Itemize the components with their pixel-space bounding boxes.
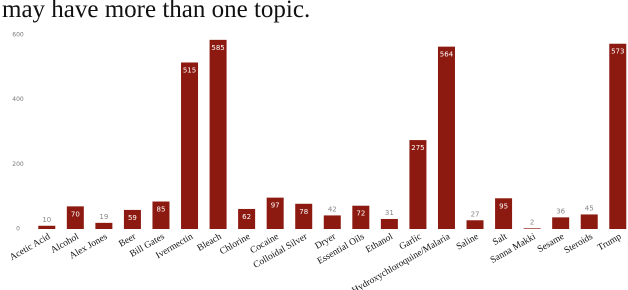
value-label: 78 bbox=[299, 208, 308, 216]
value-label: 62 bbox=[242, 213, 251, 221]
bar bbox=[409, 140, 427, 229]
x-tick-label: Saline bbox=[455, 232, 481, 253]
bar bbox=[66, 206, 84, 229]
bar bbox=[266, 197, 284, 229]
value-label: 573 bbox=[611, 48, 624, 56]
value-label: 97 bbox=[271, 202, 280, 210]
bar bbox=[580, 214, 598, 229]
y-tick-label: 600 bbox=[12, 32, 24, 39]
value-label: 10 bbox=[42, 216, 51, 224]
x-tick-label: Trump bbox=[596, 232, 623, 254]
value-label: 95 bbox=[499, 202, 508, 210]
value-label: 2 bbox=[530, 218, 534, 226]
value-label: 564 bbox=[440, 51, 454, 59]
bar bbox=[295, 203, 313, 229]
x-tick-label: Sesame bbox=[536, 232, 566, 255]
bar bbox=[152, 201, 170, 229]
y-tick-label: 200 bbox=[12, 161, 24, 168]
value-label: 42 bbox=[328, 205, 337, 213]
value-label: 275 bbox=[411, 144, 424, 152]
bar bbox=[323, 215, 341, 229]
x-tick-label: Ethanol bbox=[364, 232, 395, 256]
bar bbox=[238, 208, 256, 229]
bar bbox=[209, 39, 227, 229]
bar bbox=[38, 225, 56, 229]
value-label: 19 bbox=[99, 213, 108, 221]
bar bbox=[380, 218, 398, 229]
bar bbox=[609, 43, 627, 230]
bar bbox=[523, 228, 541, 229]
value-label: 36 bbox=[556, 207, 565, 215]
bar bbox=[437, 46, 455, 229]
text-fragment: may have more than one topic. bbox=[2, 0, 310, 23]
x-tick-label: Steroids bbox=[563, 232, 595, 256]
value-label: 59 bbox=[128, 214, 137, 222]
value-label: 45 bbox=[585, 204, 594, 212]
bar bbox=[123, 209, 141, 229]
value-label: 85 bbox=[157, 206, 166, 214]
value-label: 27 bbox=[471, 210, 480, 218]
bar bbox=[181, 62, 199, 229]
value-label: 70 bbox=[71, 210, 80, 218]
value-label: 72 bbox=[356, 210, 365, 218]
x-tick-label: Chlorine bbox=[218, 232, 252, 257]
y-tick-label: 0 bbox=[16, 226, 20, 233]
bar bbox=[95, 222, 113, 229]
bar bbox=[466, 220, 484, 229]
x-tick-label: Salt bbox=[491, 232, 509, 248]
bar bbox=[495, 198, 513, 229]
value-label: 515 bbox=[183, 66, 196, 74]
x-tick-label: Acetic Acid bbox=[8, 232, 52, 263]
value-label: 585 bbox=[211, 44, 224, 52]
bar bbox=[352, 205, 370, 229]
y-tick-label: 400 bbox=[12, 96, 24, 103]
bar bbox=[552, 217, 570, 229]
value-label: 31 bbox=[385, 209, 394, 217]
